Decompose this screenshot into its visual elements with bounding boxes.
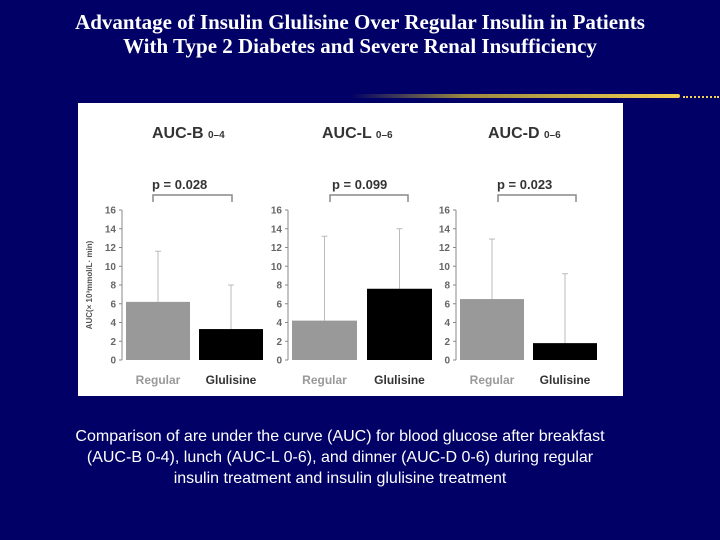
caption-line-2: (AUC-B 0-4), lunch (AUC-L 0-6), and dinn…	[86, 449, 594, 466]
caption-line-3: insulin treatment and insulin glulisine …	[173, 470, 507, 487]
y-tick-label: 12	[105, 243, 117, 254]
chart-title-main: AUC-B	[152, 125, 208, 142]
y-tick-label: 16	[271, 206, 283, 217]
chart-title-subscript: 0–6	[376, 130, 393, 141]
y-tick-label: 10	[439, 262, 451, 273]
decorative-gold-line	[350, 94, 680, 98]
caption-line-1: Comparison of are under the curve (AUC) …	[75, 428, 605, 445]
p-value-label: p = 0.028	[152, 177, 207, 192]
chart-title: AUC-L 0–6	[322, 125, 393, 142]
y-tick-label: 8	[110, 281, 116, 292]
auc-bar-charts: AUC-B 0–4 p = 0.028 0 2 4 6 8 10 12 14 16 AUC(× 10³…	[85, 125, 597, 387]
glulisine-bar	[367, 288, 432, 360]
category-label: Regular	[470, 373, 515, 387]
significance-bracket	[329, 194, 409, 202]
y-tick-label: 16	[439, 206, 451, 217]
y-tick-label: 6	[444, 299, 450, 310]
y-tick-label: 4	[110, 318, 116, 329]
chart-title-main: AUC-L	[322, 125, 376, 142]
significance-bracket	[152, 194, 233, 202]
glulisine-bar	[199, 329, 263, 360]
y-tick-label: 12	[439, 243, 451, 254]
p-value-label: p = 0.099	[332, 177, 387, 192]
regular-bar	[292, 320, 357, 360]
category-label: Glulisine	[540, 373, 591, 387]
y-tick-label: 6	[110, 299, 116, 310]
glulisine-bar	[533, 343, 597, 360]
category-label: Glulisine	[206, 373, 257, 387]
y-axis-label: AUC(× 10³mmol/L· min)	[85, 240, 94, 329]
y-tick-label: 14	[439, 224, 451, 235]
y-tick-label: 14	[271, 224, 283, 235]
chart-title-subscript: 0–4	[208, 130, 225, 141]
y-tick-label: 2	[110, 337, 116, 348]
regular-bar	[126, 301, 190, 360]
category-label: Glulisine	[374, 373, 425, 387]
chart-3: AUC-D 0–6 p = 0.023 0 2 4 6 8 10 12 14 16 Regular Gl…	[439, 125, 597, 387]
chart-title: AUC-B 0–4	[152, 125, 225, 142]
y-tick-label: 0	[110, 356, 116, 367]
y-tick-label: 14	[105, 224, 117, 235]
chart-1: AUC-B 0–4 p = 0.028 0 2 4 6 8 10 12 14 16 AUC(× 10³…	[85, 125, 263, 387]
slide-title: Advantage of Insulin Glulisine Over Regu…	[0, 10, 720, 58]
chart-panel: AUC-B 0–4 p = 0.028 0 2 4 6 8 10 12 14 16 AUC(× 10³…	[78, 103, 623, 396]
chart-title-subscript: 0–6	[544, 130, 561, 141]
y-tick-label: 8	[276, 281, 282, 292]
chart-title: AUC-D 0–6	[488, 125, 561, 142]
slide-title-line-2: With Type 2 Diabetes and Severe Renal In…	[123, 34, 597, 58]
y-tick-label: 10	[105, 262, 117, 273]
y-tick-label: 0	[444, 356, 450, 367]
regular-bar	[460, 299, 524, 360]
chart-2: AUC-L 0–6 p = 0.099 0 2 4 6 8 10 12 14 16 Regular Gl…	[271, 125, 432, 387]
y-tick-label: 8	[444, 281, 450, 292]
chart-title-main: AUC-D	[488, 125, 544, 142]
category-label: Regular	[136, 373, 181, 387]
y-tick-label: 2	[444, 337, 450, 348]
y-tick-label: 10	[271, 262, 283, 273]
y-tick-label: 16	[105, 206, 117, 217]
significance-bracket	[497, 194, 577, 202]
y-tick-label: 12	[271, 243, 283, 254]
y-tick-label: 2	[276, 337, 282, 348]
y-tick-label: 4	[444, 318, 450, 329]
y-tick-label: 4	[276, 318, 282, 329]
slide-title-line-1: Advantage of Insulin Glulisine Over Regu…	[75, 10, 645, 34]
y-tick-label: 6	[276, 299, 282, 310]
caption: Comparison of are under the curve (AUC) …	[20, 426, 660, 489]
category-label: Regular	[302, 373, 347, 387]
y-tick-label: 0	[276, 356, 282, 367]
decorative-gold-dots	[683, 96, 719, 98]
p-value-label: p = 0.023	[497, 177, 552, 192]
